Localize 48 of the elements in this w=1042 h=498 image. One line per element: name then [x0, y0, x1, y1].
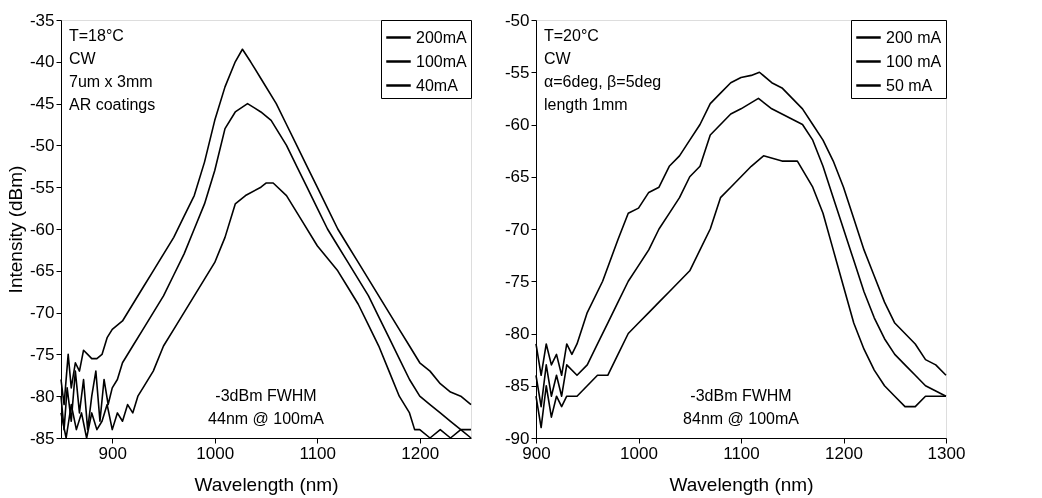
y-tick-label: -35 [29, 10, 55, 30]
x-tick-label: 1200 [401, 443, 440, 463]
legend-label: 40mA [416, 76, 459, 94]
x-axis-title: Wavelength (nm) [669, 473, 814, 495]
legend-label: 50 mA [886, 76, 933, 94]
y-tick-label: -65 [504, 167, 530, 187]
annotation: 84nm @ 100mA [683, 410, 800, 427]
y-tick-label: -80 [504, 324, 530, 343]
y-tick-label: -75 [504, 271, 530, 291]
y-tick-label: -60 [504, 115, 530, 134]
annotation: -3dBm FWHM [690, 387, 792, 404]
annotation: 44nm @ 100mA [208, 410, 325, 427]
x-tick-label: 1300 [927, 443, 966, 463]
y-tick-label: -55 [504, 62, 530, 82]
annotation: -3dBm FWHM [215, 387, 317, 404]
y-axis-title: Intensity (dBm) [4, 165, 26, 294]
x-axis-title: Wavelength (nm) [194, 473, 339, 495]
annotation: T=18°C [69, 27, 124, 44]
annotation: 7um x 3mm [69, 73, 153, 90]
legend-label: 100 mA [886, 52, 942, 70]
y-tick-label: -50 [504, 10, 530, 30]
legend-label: 200mA [416, 28, 468, 46]
y-tick-label: -70 [504, 219, 530, 239]
annotation: T=20°C [544, 27, 599, 44]
annotation: length 1mm [544, 96, 628, 113]
legend-label: 200 mA [886, 28, 942, 46]
y-tick-label: -50 [29, 135, 55, 155]
y-tick-label: -75 [29, 344, 55, 364]
annotation: CW [544, 50, 572, 67]
y-tick-label: -85 [504, 376, 530, 396]
y-tick-label: -55 [29, 177, 55, 197]
y-tick-label: -70 [29, 303, 55, 323]
y-tick-label: -80 [29, 386, 55, 406]
y-tick-label: -85 [29, 428, 55, 448]
x-tick-label: 1100 [299, 443, 337, 463]
x-tick-label: 900 [98, 443, 127, 463]
annotation: CW [69, 50, 97, 67]
x-tick-label: 1200 [825, 443, 863, 463]
y-tick-label: -65 [29, 261, 55, 281]
annotation: α=6deg, β=5deg [544, 73, 662, 90]
y-tick-label: -40 [29, 52, 55, 72]
x-tick-label: 1000 [620, 443, 658, 463]
legend-label: 100mA [416, 52, 468, 70]
y-tick-label: -60 [29, 219, 55, 239]
x-tick-label: 1000 [196, 443, 235, 463]
x-tick-label: 1100 [723, 443, 760, 463]
annotation: AR coatings [69, 96, 156, 113]
y-tick-label: -45 [29, 94, 55, 114]
